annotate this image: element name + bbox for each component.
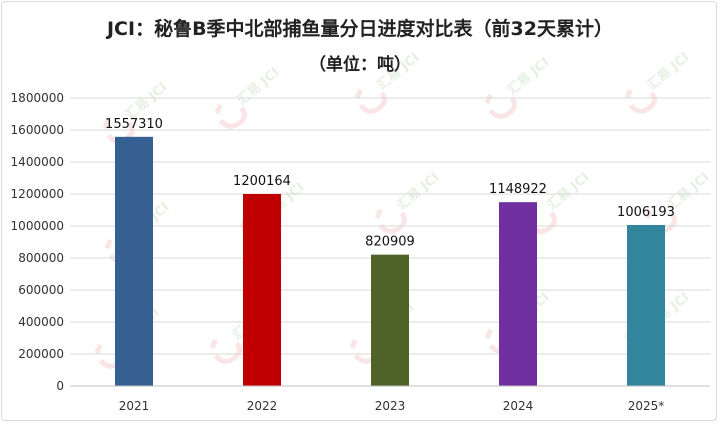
watermark-logo: 汇易 JCI: [354, 50, 423, 114]
bar-value-label: 1557310: [105, 117, 163, 132]
svg-text:汇易 JCI: 汇易 JCI: [235, 65, 283, 108]
y-tick-label: 1200000: [11, 187, 64, 201]
chart-title: JCI：秘鲁B季中北部捕鱼量分日进度对比表（前32天累计）: [106, 18, 613, 40]
svg-text:汇易 JCI: 汇易 JCI: [505, 55, 553, 98]
x-tick-label: 2021: [119, 399, 150, 413]
bar-value-label: 820909: [365, 235, 415, 250]
data-labels: 1557310 1200164 820909 1148922 1006193: [105, 117, 675, 250]
y-axis-tick-labels: 0 200000 400000 600000 800000 1000000 1200000 1…: [11, 91, 64, 393]
watermark-logo: 汇易 JCI: [102, 80, 170, 144]
x-tick-label: 2025*: [628, 399, 665, 413]
bar: [115, 136, 153, 386]
bar: [243, 193, 281, 386]
y-tick-label: 1400000: [11, 155, 64, 169]
bar: [627, 225, 665, 386]
watermark-logo: 汇易 JCI: [624, 50, 693, 114]
x-tick-label: 2022: [247, 399, 278, 413]
y-tick-label: 1800000: [11, 91, 64, 105]
svg-text:汇易 JCI: 汇易 JCI: [645, 50, 693, 93]
x-axis-tick-labels: 2021 2022 2023 2024 2025*: [119, 399, 665, 413]
bar-value-label: 1148922: [489, 182, 547, 197]
y-tick-label: 1600000: [11, 123, 64, 137]
y-tick-label: 800000: [18, 251, 64, 265]
bar: [371, 254, 409, 386]
svg-text:汇易 JCI: 汇易 JCI: [375, 50, 423, 93]
y-tick-label: 1000000: [11, 219, 64, 233]
svg-text:汇易 JCI: 汇易 JCI: [395, 170, 443, 213]
svg-text:汇易 JCI: 汇易 JCI: [545, 170, 593, 213]
x-tick-label: 2023: [375, 399, 406, 413]
y-tick-label: 200000: [18, 347, 64, 361]
bar-value-label: 1200164: [233, 174, 291, 189]
bar-value-label: 1006193: [617, 205, 675, 220]
y-tick-label: 400000: [18, 315, 64, 329]
watermark-logo: 汇易 JCI: [214, 65, 283, 129]
x-tick-label: 2024: [503, 399, 534, 413]
bars: [115, 136, 665, 386]
bar: [499, 202, 537, 386]
chart-subtitle: （单位：吨）: [309, 55, 411, 75]
watermark-logo: 汇易 JCI: [484, 55, 553, 119]
y-tick-label: 0: [56, 379, 64, 393]
y-tick-label: 600000: [18, 283, 64, 297]
